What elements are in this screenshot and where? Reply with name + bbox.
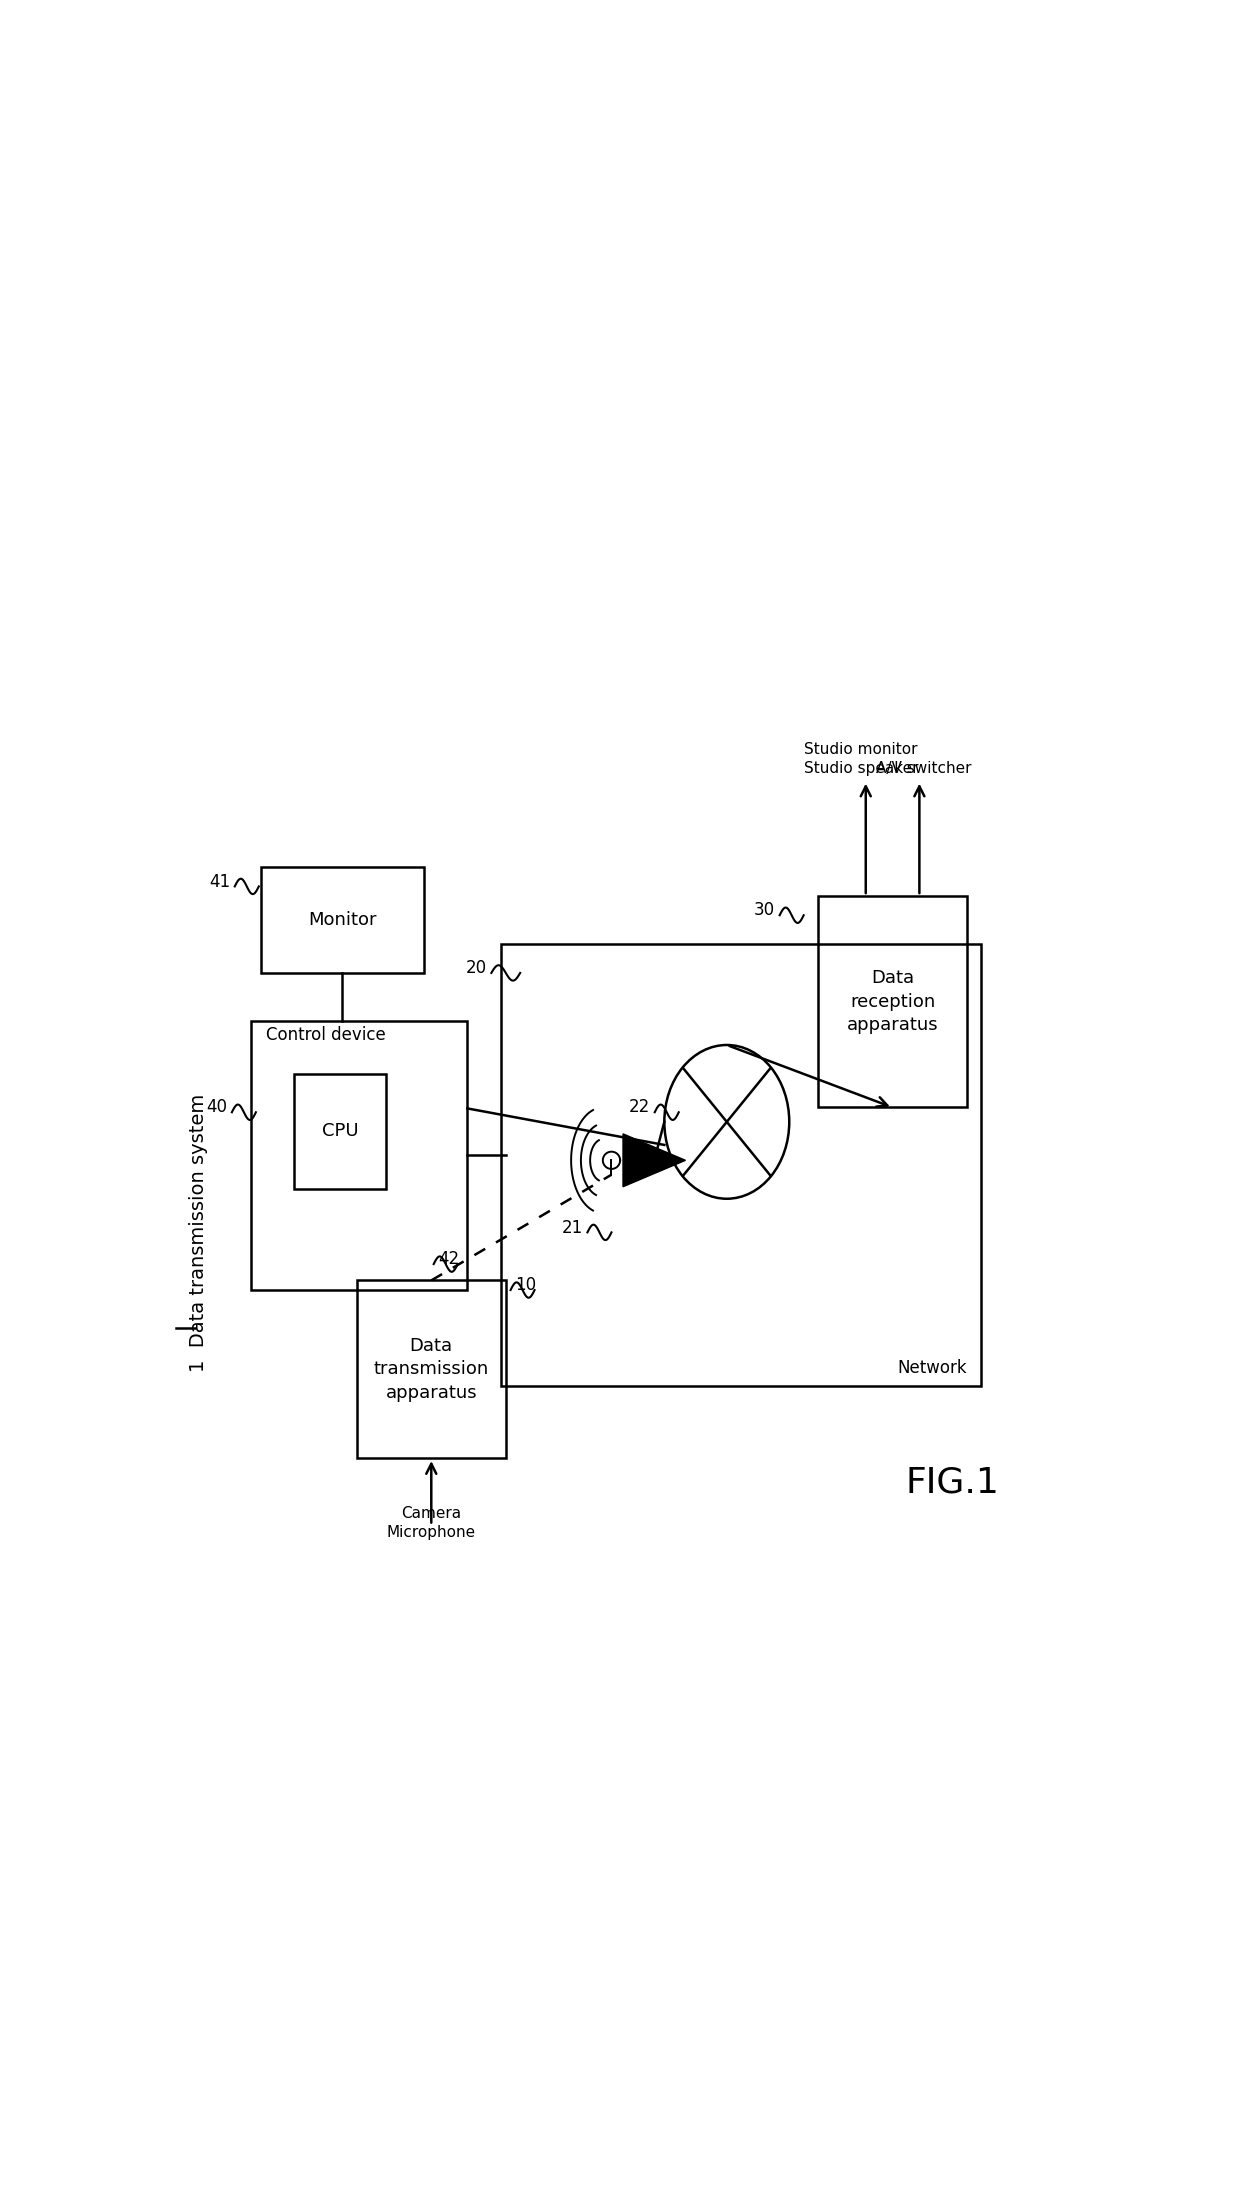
Bar (294, 1073, 386, 1190)
Polygon shape (622, 1135, 686, 1186)
Bar (250, 1022, 467, 1290)
Bar (357, 1281, 506, 1458)
Text: 42: 42 (439, 1250, 460, 1267)
Text: FIG.1: FIG.1 (905, 1464, 999, 1500)
Text: 40: 40 (206, 1099, 227, 1117)
Text: Data
reception
apparatus: Data reception apparatus (847, 969, 939, 1035)
Text: 20: 20 (465, 960, 486, 978)
Text: Network: Network (898, 1358, 967, 1376)
Text: 22: 22 (629, 1099, 650, 1117)
Text: 10: 10 (516, 1276, 537, 1294)
Text: 41: 41 (208, 872, 229, 891)
Text: Data
transmission
apparatus: Data transmission apparatus (373, 1336, 489, 1402)
Text: 1  Data transmission system: 1 Data transmission system (188, 1093, 208, 1371)
Text: Control device: Control device (265, 1026, 386, 1044)
Text: 21: 21 (562, 1219, 583, 1237)
Text: A/V switcher: A/V switcher (877, 761, 972, 776)
Bar (260, 867, 424, 973)
Bar (818, 896, 967, 1108)
Text: Camera
Microphone: Camera Microphone (387, 1506, 476, 1540)
Text: Studio monitor
Studio speaker: Studio monitor Studio speaker (804, 743, 918, 776)
Text: Monitor: Monitor (309, 911, 377, 929)
Bar (501, 945, 982, 1387)
Text: 30: 30 (754, 902, 775, 920)
Text: CPU: CPU (321, 1121, 358, 1141)
